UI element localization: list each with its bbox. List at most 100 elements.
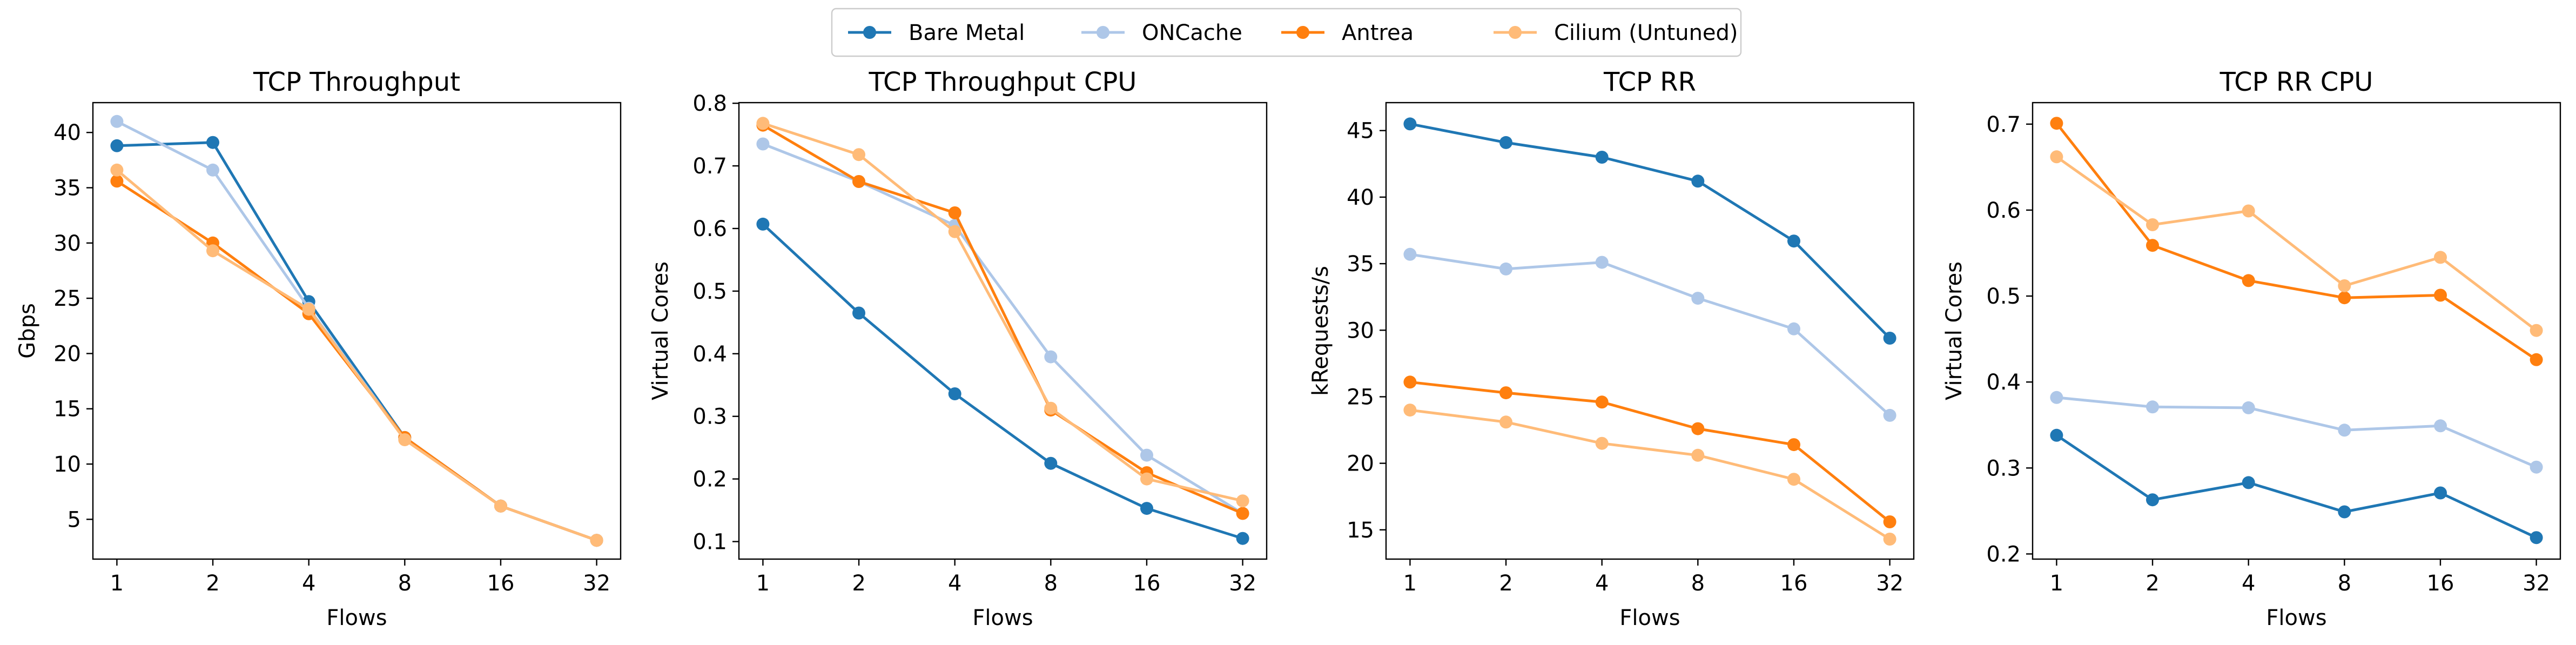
y-tick-label: 5 [68,507,81,532]
x-axis-label: Flows [326,606,387,630]
data-point [1883,533,1896,546]
data-point [756,217,770,231]
y-tick-label: 30 [1347,318,1374,343]
legend: Bare Metal ONCache Antrea Cilium (Untuned) [831,8,1742,57]
x-axis-label: Flows [972,606,1033,630]
data-point [2530,324,2543,337]
data-point [1044,456,1058,470]
data-point [1595,436,1609,450]
x-tick-label: 16 [487,571,515,596]
series-line [1410,408,1891,541]
series-line [762,124,1243,515]
x-tick-label: 32 [2523,571,2550,596]
series-2-4 [756,117,1249,508]
series-4-4 [2050,150,2543,337]
data-point [590,534,603,547]
y-tick-label: 0.3 [1986,456,2021,481]
data-point [1883,408,1896,422]
series-4-1 [2050,428,2543,545]
series-line [116,169,597,542]
chart-panel-1: 1 2 4 8 16 32 5 10 15 20 25 30 35 40 TCP Throughput Flo… [15,67,622,630]
y-tick-label: 0.2 [1986,542,2021,567]
chart-panels: 1 2 4 8 16 32 5 10 15 20 25 30 35 40 TCP Throughput Flo… [15,67,2561,630]
data-point [1883,515,1896,528]
y-tick-label: 15 [1347,518,1374,543]
x-tick-label: 32 [1229,571,1256,596]
series-2-2 [756,137,1249,520]
y-tick-label: 10 [53,452,81,477]
data-point [2434,419,2447,433]
legend-label: Antrea [1342,21,1414,45]
legend-label: Cilium (Untuned) [1554,21,1738,45]
data-point [2434,288,2447,302]
data-point [2338,291,2351,305]
series-1-2 [110,115,603,547]
data-point [1595,151,1609,164]
data-point [1140,472,1153,486]
y-tick-label: 40 [53,120,81,145]
legend-entry: Cilium (Untuned) [1494,21,1738,45]
y-tick-label: 40 [1347,185,1374,210]
y-tick-label: 45 [1347,119,1374,144]
legend-entry: Bare Metal [848,21,1025,45]
series-line [762,223,1243,540]
data-point [1787,234,1800,248]
data-point [1787,322,1800,335]
y-tick-label: 0.2 [692,467,727,492]
data-point [2530,353,2543,366]
data-point [948,387,961,400]
y-tick-label: 0.1 [692,530,727,555]
series-line [117,141,597,542]
chart-title: TCP RR CPU [2219,67,2373,97]
series-1-1 [110,136,603,547]
data-point [2146,493,2159,507]
x-tick-label: 4 [948,571,961,596]
data-point [2434,486,2447,500]
data-point [2050,150,2063,164]
legend-swatch-marker [1509,26,1522,39]
plot-frame [1385,102,1915,560]
data-point [1691,422,1705,435]
y-tick-label: 0.6 [1986,198,2021,223]
chart-panel-3: 1 2 4 8 16 32 15 20 25 30 35 40 45 TCP RR Flows kReques… [1308,67,1915,630]
x-tick-label: 8 [2338,571,2351,596]
data-point [110,174,124,188]
x-tick-label: 2 [852,571,865,596]
data-point [110,139,124,152]
data-point [1499,386,1512,400]
chart-title: TCP Throughput [253,67,460,97]
data-point [398,433,412,446]
y-tick-label: 0.4 [1986,370,2021,395]
y-tick-label: 20 [53,341,81,366]
series-1-4 [110,163,603,547]
y-axis-label: Virtual Cores [648,261,673,400]
series-3-1 [1403,117,1896,345]
data-point [302,303,315,316]
y-axis-label: Gbps [15,303,40,359]
x-tick-label: 32 [1876,571,1904,596]
x-tick-label: 8 [1691,571,1705,596]
series-4-3 [2050,117,2543,366]
x-tick-label: 1 [110,571,124,596]
series-4-2 [2050,391,2543,474]
chart-title: TCP Throughput CPU [869,67,1137,97]
legend-entry: Antrea [1281,21,1414,45]
data-point [1883,332,1896,345]
series-line [116,120,597,542]
data-point [1403,404,1417,417]
y-tick-label: 20 [1347,452,1374,476]
data-point [1595,256,1609,269]
data-point [948,206,961,219]
data-point [2242,401,2255,414]
x-tick-label: 4 [1595,571,1609,596]
plot-frame [92,102,622,560]
y-axis-label: kRequests/s [1308,266,1333,396]
series-line [116,180,597,542]
x-tick-label: 8 [1044,571,1058,596]
series-line [762,143,1243,515]
data-point [2050,428,2063,442]
y-tick-label: 0.3 [692,405,727,429]
y-tick-label: 25 [1347,385,1374,409]
y-tick-label: 30 [53,231,81,256]
data-point [2050,391,2063,404]
